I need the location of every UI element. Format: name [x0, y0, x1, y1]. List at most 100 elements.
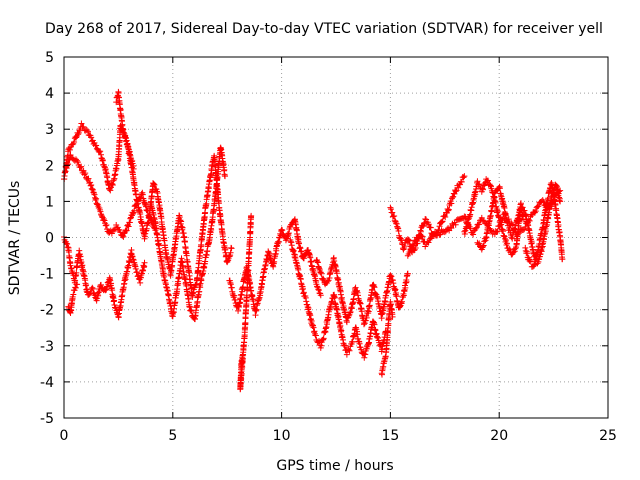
data-point: [511, 248, 518, 255]
data-point: [187, 307, 194, 314]
data-point: [126, 219, 133, 226]
data-point: [391, 212, 398, 219]
data-point: [427, 224, 434, 231]
data-point: [151, 181, 158, 188]
data-point: [345, 346, 352, 353]
data-point: [73, 269, 80, 276]
data-point: [455, 184, 462, 191]
data-point: [317, 292, 324, 299]
data-point: [412, 238, 419, 245]
data-point: [386, 278, 393, 285]
data-point: [120, 233, 127, 240]
grid-lines: [64, 57, 608, 418]
data-point: [153, 188, 160, 195]
data-point: [134, 269, 141, 276]
data-point: [117, 229, 124, 236]
data-point: [88, 134, 95, 141]
data-point: [439, 218, 446, 225]
data-point: [89, 285, 96, 292]
data-point: [345, 312, 352, 319]
data-point: [409, 242, 416, 249]
data-point: [425, 221, 432, 228]
data-point: [476, 221, 483, 228]
data-point: [74, 281, 81, 288]
data-point: [300, 255, 307, 262]
data-point: [252, 312, 259, 319]
data-point: [108, 230, 115, 237]
data-point: [324, 278, 331, 285]
data-point: [318, 270, 325, 277]
x-tick-label: 0: [60, 428, 69, 444]
data-point: [401, 243, 408, 250]
data-point: [452, 221, 459, 228]
data-point: [137, 213, 144, 220]
data-point: [448, 200, 455, 207]
data-point: [357, 300, 364, 307]
data-point: [520, 216, 527, 223]
data-point: [425, 239, 432, 246]
data-point: [320, 275, 327, 282]
data-point: [81, 171, 88, 178]
data-point: [418, 232, 425, 239]
data-point: [419, 223, 426, 230]
data-point: [482, 237, 489, 244]
data-point: [470, 231, 477, 238]
data-point: [150, 181, 157, 188]
axes: [63, 56, 609, 419]
data-points: [61, 88, 566, 393]
y-tick-labels: -5 -4 -3 -2 -1 0 1 2 3 4 5: [40, 50, 54, 427]
data-point: [493, 228, 500, 235]
x-tick-label: 20: [490, 428, 508, 444]
data-point: [458, 178, 465, 185]
data-point: [317, 269, 324, 276]
data-point: [123, 227, 130, 234]
data-point: [93, 195, 100, 202]
data-point: [85, 175, 92, 182]
data-point: [72, 133, 79, 140]
data-point: [316, 337, 323, 344]
data-point: [181, 238, 188, 245]
data-point: [109, 180, 116, 187]
data-point: [109, 181, 116, 188]
data-point: [480, 243, 487, 250]
data-point: [108, 280, 115, 287]
data-point: [66, 146, 73, 153]
data-point: [554, 187, 561, 194]
data-point: [315, 286, 322, 293]
data-point: [188, 308, 195, 315]
data-point: [404, 270, 411, 277]
data-point: [97, 208, 104, 215]
data-point: [131, 207, 138, 214]
data-point: [298, 248, 305, 255]
x-tick-labels: 0 5 10 15 20 25: [60, 428, 617, 444]
x-tick-label: 25: [599, 428, 617, 444]
data-point: [422, 243, 429, 250]
x-tick-label: 15: [381, 428, 399, 444]
data-point: [358, 346, 365, 353]
data-point: [441, 212, 448, 219]
data-point: [141, 259, 148, 266]
data-point: [87, 179, 94, 186]
data-point: [388, 206, 395, 213]
data-point: [178, 218, 185, 225]
data-point: [476, 240, 483, 247]
data-point: [91, 191, 98, 198]
data-point: [439, 218, 446, 225]
data-point: [371, 284, 378, 291]
data-point: [450, 193, 457, 200]
data-point: [552, 201, 559, 208]
data-point: [346, 347, 353, 354]
data-point: [557, 198, 564, 205]
data-point: [97, 211, 104, 218]
data-point: [74, 157, 81, 164]
y-tick-label: 5: [45, 50, 54, 66]
data-point: [213, 182, 220, 189]
data-point: [70, 291, 77, 298]
data-point: [92, 196, 99, 203]
data-point: [89, 284, 96, 291]
data-point: [101, 217, 108, 224]
data-point: [484, 177, 491, 184]
data-point: [323, 324, 330, 331]
data-point: [179, 224, 186, 231]
